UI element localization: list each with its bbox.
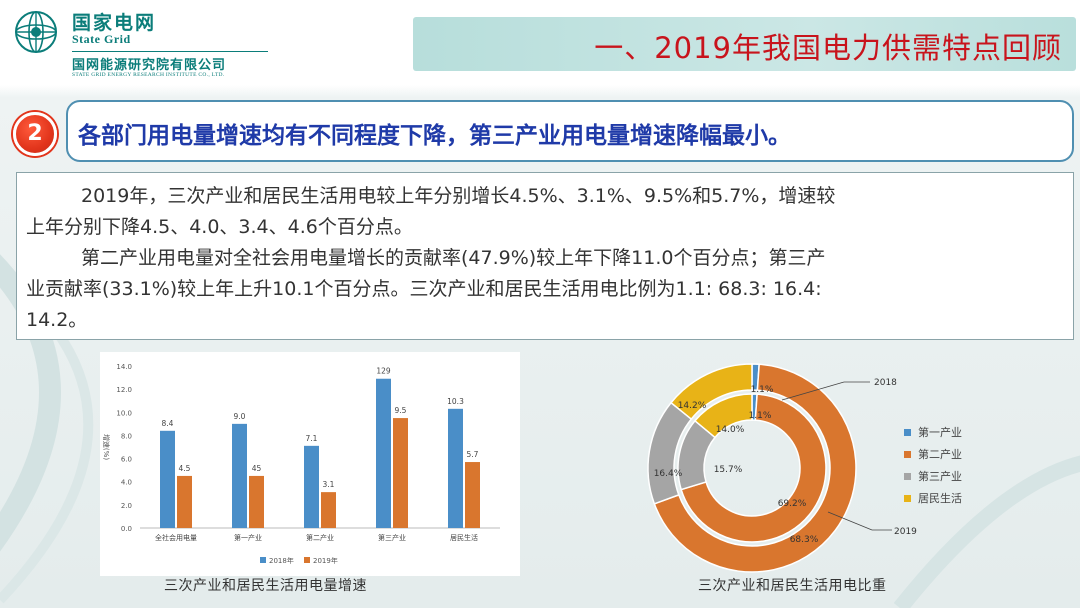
ring-label: 2019	[894, 527, 917, 537]
bar	[393, 418, 408, 528]
logo-cn: 国家电网	[72, 12, 157, 34]
paragraph-line: 14.2。	[26, 309, 88, 331]
slice-label: 14.2%	[678, 401, 707, 411]
paragraph-line: 上年分别下降4.5、4.0、3.4、4.6个百分点。	[26, 216, 413, 238]
legend-label: 第二产业	[918, 447, 962, 461]
slice-label: 1.1%	[751, 385, 774, 395]
key-point-box: 各部门用电量增速均有不同程度下降，第三产业用电量增速降幅最小。	[66, 100, 1074, 162]
slice-label: 16.4%	[654, 469, 683, 479]
data-label: 4.5	[179, 464, 191, 473]
donut-slice	[653, 363, 857, 573]
state-grid-logo-icon	[15, 11, 57, 53]
donut-slice	[680, 393, 827, 543]
x-tick-label: 第二产业	[306, 533, 334, 542]
donut-slice	[693, 393, 753, 439]
bar	[232, 423, 247, 528]
x-tick-label: 第三产业	[378, 533, 406, 542]
data-label: 7.1	[306, 434, 318, 443]
point-number-badge: 2	[13, 112, 57, 156]
y-tick-label: 14.0	[116, 363, 132, 371]
y-tick-label: 10.0	[116, 409, 132, 417]
legend-swatch	[904, 429, 911, 436]
y-tick-label: 4.0	[121, 479, 132, 487]
institute-name: 国网能源研究院有限公司	[72, 58, 227, 73]
page-title: 一、2019年我国电力供需特点回顾	[594, 31, 1062, 65]
legend-label: 居民生活	[918, 491, 962, 505]
bar	[177, 475, 192, 528]
title-bar: 一、2019年我国电力供需特点回顾	[413, 17, 1076, 71]
donut-chart: 1.1% 69.2% 15.7% 14.0% 1.1% 68.3% 16.4% 14.2% 20…	[647, 363, 962, 573]
institute-name-en: STATE GRID ENERGY RESEARCH INSTITUTE CO.…	[72, 72, 225, 78]
y-tick-label: 8.0	[121, 432, 132, 440]
y-tick-label: 12.0	[116, 386, 132, 394]
legend-swatch	[904, 451, 911, 458]
legend-label: 2019年	[313, 556, 338, 565]
bar	[465, 462, 480, 528]
bar	[249, 475, 264, 528]
legend-label: 第一产业	[918, 425, 962, 439]
data-label: 9.0	[234, 412, 246, 421]
slice-label: 69.2%	[778, 499, 807, 509]
callout-line	[781, 381, 845, 401]
legend-swatch	[304, 557, 310, 563]
bar-chart: 0.0 2.0 4.0 6.0 8.0 10.0 12.0 14.0 增速(%) 8.4 4.5 全社…	[100, 352, 520, 576]
x-tick-label: 第一产业	[234, 533, 262, 542]
data-label: 5.7	[467, 450, 479, 459]
y-axis-label: 增速(%)	[102, 434, 111, 460]
callout-line	[827, 511, 873, 531]
donut-slice	[669, 363, 753, 421]
y-tick-label: 2.0	[121, 502, 132, 510]
paragraph-box: 2019年，三次产业和居民生活用电较上年分别增长4.5%、3.1%、9.5%和5…	[16, 172, 1074, 340]
logo-divider	[72, 51, 268, 52]
paragraph-line: 业贡献率(33.1%)较上年上升10.1个百分点。三次产业和居民生活用电比例为1…	[26, 278, 822, 300]
point-number: 2	[27, 121, 43, 146]
y-tick-label: 0.0	[121, 525, 132, 533]
slice-label: 1.1%	[749, 411, 772, 421]
ring-label: 2018	[874, 378, 897, 388]
slice-label: 15.7%	[714, 465, 743, 475]
bar	[448, 408, 463, 528]
data-label: 45	[252, 464, 262, 473]
slice-label: 68.3%	[790, 535, 819, 545]
logo-en: State Grid	[72, 32, 131, 46]
paragraph-line: 2019年，三次产业和居民生活用电较上年分别增长4.5%、3.1%、9.5%和5…	[81, 185, 836, 207]
data-label: 3.1	[323, 480, 335, 489]
key-point-text: 各部门用电量增速均有不同程度下降，第三产业用电量增速降幅最小。	[78, 123, 791, 149]
paragraph-line: 第二产业用电量对全社会用电量增长的贡献率(47.9%)较上年下降11.0个百分点…	[81, 247, 826, 269]
x-tick-label: 居民生活	[450, 533, 478, 542]
data-label: 129	[376, 367, 391, 376]
bar-chart-caption: 三次产业和居民生活用电量增速	[164, 578, 367, 594]
bar	[304, 445, 319, 528]
donut-chart-caption: 三次产业和居民生活用电比重	[698, 578, 887, 594]
y-tick-label: 6.0	[121, 456, 132, 464]
bar	[321, 492, 336, 528]
slice-label: 14.0%	[716, 425, 745, 435]
data-label: 8.4	[162, 419, 174, 428]
data-label: 10.3	[447, 397, 464, 406]
logo: 国家电网 State Grid 国网能源研究院有限公司 STATE GRID E…	[14, 6, 274, 86]
x-tick-label: 全社会用电量	[155, 533, 197, 542]
legend-swatch	[260, 557, 266, 563]
data-label: 9.5	[395, 406, 407, 415]
bar	[160, 430, 175, 528]
bar	[376, 378, 391, 528]
legend-swatch	[904, 495, 911, 502]
legend-label: 第三产业	[918, 469, 962, 483]
legend-label: 2018年	[269, 556, 294, 565]
legend-swatch	[904, 473, 911, 480]
